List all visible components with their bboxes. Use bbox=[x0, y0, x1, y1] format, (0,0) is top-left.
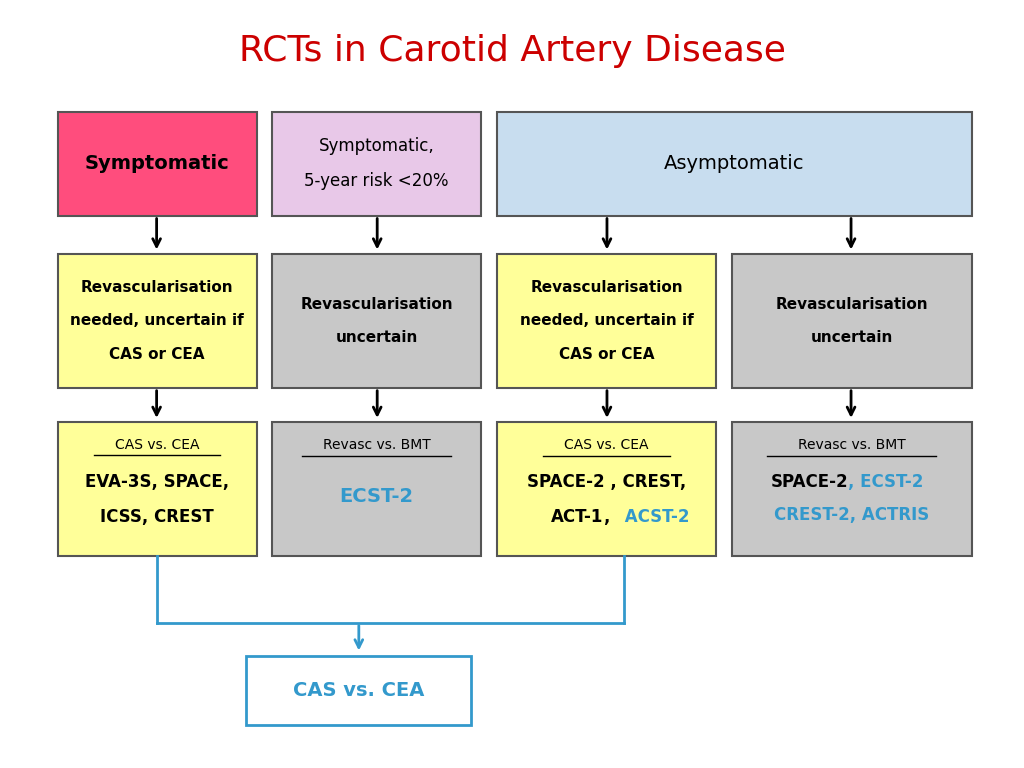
Text: ICSS, CREST: ICSS, CREST bbox=[100, 508, 214, 526]
Text: CAS vs. CEA: CAS vs. CEA bbox=[115, 438, 200, 452]
FancyBboxPatch shape bbox=[247, 656, 471, 724]
Text: needed, uncertain if: needed, uncertain if bbox=[519, 313, 693, 329]
Text: CAS or CEA: CAS or CEA bbox=[110, 347, 205, 362]
Text: EVA-3S, SPACE,: EVA-3S, SPACE, bbox=[85, 472, 229, 491]
Text: Asymptomatic: Asymptomatic bbox=[664, 154, 805, 174]
Text: CAS vs. CEA: CAS vs. CEA bbox=[293, 680, 425, 700]
FancyBboxPatch shape bbox=[731, 422, 972, 556]
FancyBboxPatch shape bbox=[272, 422, 481, 556]
Text: CAS vs. CEA: CAS vs. CEA bbox=[564, 438, 649, 452]
Text: ACT-1: ACT-1 bbox=[551, 508, 603, 526]
Text: ACST-2: ACST-2 bbox=[618, 508, 689, 526]
FancyBboxPatch shape bbox=[272, 254, 481, 388]
Text: SPACE-2: SPACE-2 bbox=[771, 472, 849, 491]
Text: needed, uncertain if: needed, uncertain if bbox=[71, 313, 244, 329]
FancyBboxPatch shape bbox=[57, 112, 257, 216]
FancyBboxPatch shape bbox=[497, 422, 716, 556]
Text: Symptomatic: Symptomatic bbox=[85, 154, 229, 174]
FancyBboxPatch shape bbox=[57, 254, 257, 388]
FancyBboxPatch shape bbox=[731, 254, 972, 388]
Text: uncertain: uncertain bbox=[810, 330, 893, 345]
Text: 5-year risk <20%: 5-year risk <20% bbox=[304, 172, 449, 190]
Text: Symptomatic,: Symptomatic, bbox=[318, 137, 434, 155]
Text: Revascularisation: Revascularisation bbox=[81, 280, 233, 295]
FancyBboxPatch shape bbox=[57, 422, 257, 556]
FancyBboxPatch shape bbox=[497, 112, 972, 216]
Text: CAS or CEA: CAS or CEA bbox=[559, 347, 654, 362]
Text: Revascularisation: Revascularisation bbox=[530, 280, 683, 295]
Text: ECST-2: ECST-2 bbox=[340, 488, 414, 506]
Text: Revascularisation: Revascularisation bbox=[775, 296, 928, 312]
Text: RCTs in Carotid Artery Disease: RCTs in Carotid Artery Disease bbox=[239, 34, 785, 68]
Text: CREST-2, ACTRIS: CREST-2, ACTRIS bbox=[774, 506, 929, 525]
FancyBboxPatch shape bbox=[497, 254, 716, 388]
Text: Revasc vs. BMT: Revasc vs. BMT bbox=[798, 438, 905, 452]
Text: , ECST-2: , ECST-2 bbox=[849, 472, 924, 491]
Text: Revascularisation: Revascularisation bbox=[300, 296, 453, 312]
Text: Revasc vs. BMT: Revasc vs. BMT bbox=[323, 438, 430, 452]
FancyBboxPatch shape bbox=[272, 112, 481, 216]
Text: ,: , bbox=[603, 508, 609, 526]
Text: SPACE-2 , CREST,: SPACE-2 , CREST, bbox=[526, 472, 686, 491]
Text: uncertain: uncertain bbox=[336, 330, 418, 345]
